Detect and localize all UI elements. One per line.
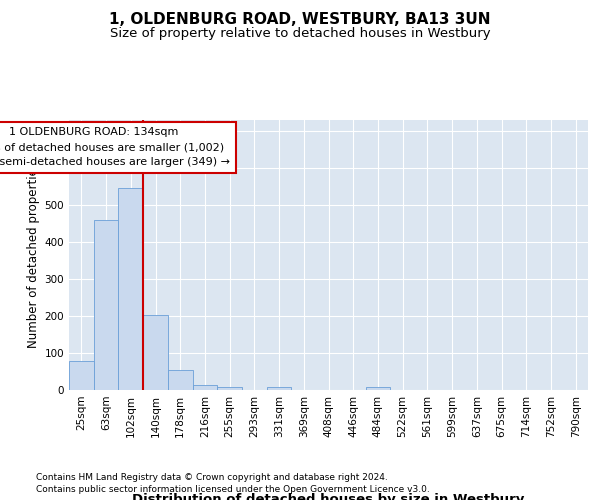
Bar: [168, 370, 193, 390]
Bar: [217, 387, 242, 390]
Y-axis label: Number of detached properties: Number of detached properties: [28, 162, 40, 348]
Bar: [267, 387, 292, 390]
Bar: [118, 188, 143, 390]
Bar: [365, 387, 390, 390]
Bar: [193, 385, 217, 390]
Text: Contains HM Land Registry data © Crown copyright and database right 2024.: Contains HM Land Registry data © Crown c…: [36, 472, 388, 482]
Bar: [94, 220, 118, 390]
Text: 1, OLDENBURG ROAD, WESTBURY, BA13 3UN: 1, OLDENBURG ROAD, WESTBURY, BA13 3UN: [109, 12, 491, 28]
Text: Contains public sector information licensed under the Open Government Licence v3: Contains public sector information licen…: [36, 485, 430, 494]
Text: 1 OLDENBURG ROAD: 134sqm
← 74% of detached houses are smaller (1,002)
26% of sem: 1 OLDENBURG ROAD: 134sqm ← 74% of detach…: [0, 128, 230, 167]
X-axis label: Distribution of detached houses by size in Westbury: Distribution of detached houses by size …: [133, 492, 524, 500]
Bar: [69, 361, 94, 390]
Text: Size of property relative to detached houses in Westbury: Size of property relative to detached ho…: [110, 28, 490, 40]
Bar: [143, 316, 168, 390]
